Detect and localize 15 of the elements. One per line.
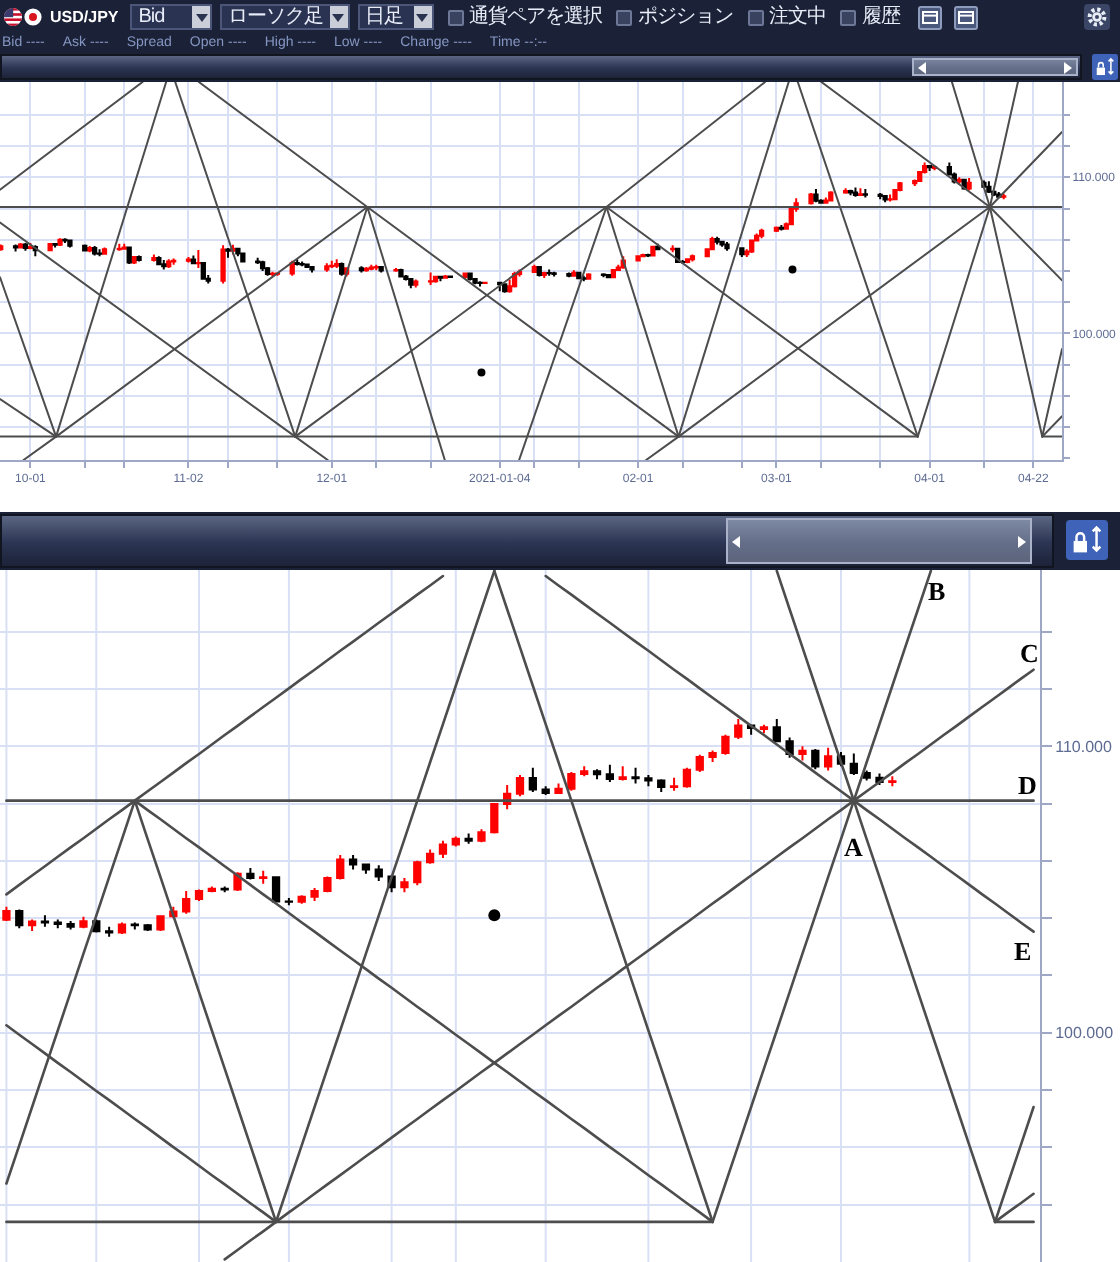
text: 履歴: [862, 6, 901, 28]
annotation: C: [1020, 638, 1039, 668]
annotation: E: [1014, 936, 1032, 966]
y-tick-label: 110.000: [1055, 737, 1113, 756]
text: 通貨ペアを選択: [469, 6, 603, 28]
dropdown-field: Bid: [130, 4, 213, 30]
chart-title: USD/JPY: [50, 7, 119, 27]
annotation: B: [928, 576, 946, 606]
dropdown-field: 日足: [357, 4, 434, 30]
annotation: A: [844, 832, 864, 862]
text: 注文中: [769, 6, 827, 28]
y-tick-label: 100.000: [1055, 1024, 1115, 1043]
annotation: D: [1018, 770, 1037, 800]
text: ポジション: [638, 6, 734, 28]
dropdown-field: ローソク足: [220, 4, 350, 30]
